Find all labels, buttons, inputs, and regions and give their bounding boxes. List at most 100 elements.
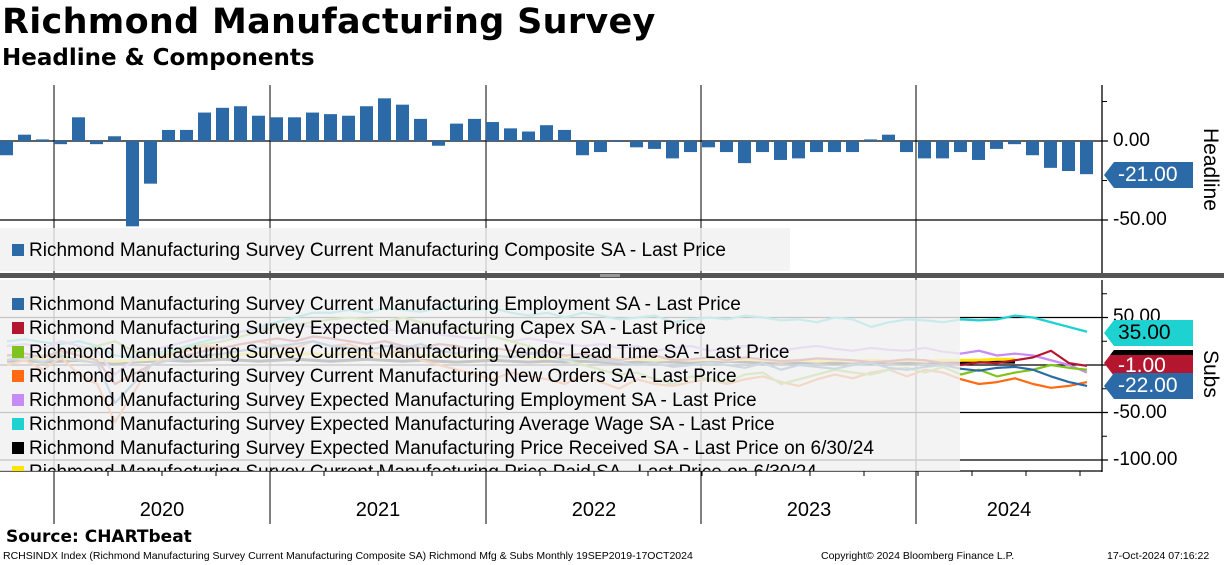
headline-bar xyxy=(990,141,1003,149)
x-tick-label: 2020 xyxy=(139,499,185,521)
headline-bar xyxy=(504,128,517,141)
subs-legend: Richmond Manufacturing Survey Current Ma… xyxy=(0,280,960,471)
headline-bar xyxy=(126,141,139,227)
footer-copyright: Copyright© 2024 Bloomberg Finance L.P. xyxy=(821,550,1015,562)
legend-item[interactable]: Richmond Manufacturing Survey Current Ma… xyxy=(12,294,741,316)
x-tick-label: 2021 xyxy=(355,499,401,521)
headline-bar xyxy=(540,125,553,141)
x-tick-label: 2023 xyxy=(786,499,832,521)
headline-bar xyxy=(144,141,157,184)
legend-swatch xyxy=(12,418,24,430)
headline-bar xyxy=(864,139,877,141)
legend-swatch xyxy=(12,442,24,454)
headline-bar xyxy=(378,98,391,141)
headline-bar xyxy=(774,141,787,160)
legend-item[interactable]: Richmond Manufacturing Survey Current Ma… xyxy=(12,240,726,262)
headline-bar xyxy=(1080,141,1093,175)
headline-bar xyxy=(810,141,823,153)
headline-bar xyxy=(738,141,751,164)
headline-bar xyxy=(306,112,319,141)
headline-bar xyxy=(522,131,535,141)
capex-last-value-tag: -1.00 xyxy=(1104,350,1193,376)
headline-bar xyxy=(288,117,301,141)
legend-swatch xyxy=(12,244,24,256)
headline-bar xyxy=(162,129,175,141)
headline-bar xyxy=(54,141,67,145)
footer-description: RCHSINDX Index (Richmond Manufacturing S… xyxy=(3,550,693,562)
legend-label: Richmond Manufacturing Survey Current Ma… xyxy=(29,240,726,261)
legend-swatch xyxy=(12,346,24,358)
headline-bar xyxy=(396,104,409,141)
headline-bar xyxy=(324,114,337,141)
chart-title: Richmond Manufacturing Survey xyxy=(2,2,656,42)
headline-bar xyxy=(954,141,967,153)
legend-item[interactable]: Richmond Manufacturing Survey Expected M… xyxy=(12,318,706,340)
panel-divider-handle[interactable] xyxy=(600,274,620,277)
headline-bar xyxy=(486,122,499,141)
footer-timestamp: 17-Oct-2024 07:16:22 xyxy=(1107,550,1210,562)
legend-item[interactable]: Richmond Manufacturing Survey Current Ma… xyxy=(12,462,817,471)
y-tick-label: -100.00 xyxy=(1113,449,1178,470)
legend-item[interactable]: Richmond Manufacturing Survey Expected M… xyxy=(12,414,775,436)
headline-bar xyxy=(882,134,895,141)
legend-label: Richmond Manufacturing Survey Current Ma… xyxy=(29,342,790,363)
headline-last-value-tag: -21.00 xyxy=(1104,162,1193,188)
legend-label: Richmond Manufacturing Survey Expected M… xyxy=(29,438,874,459)
legend-item[interactable]: Richmond Manufacturing Survey Current Ma… xyxy=(12,366,737,388)
headline-bar xyxy=(18,134,31,141)
wage-last-value-tag: 35.00 xyxy=(1104,320,1193,346)
headline-bar xyxy=(36,139,49,141)
legend-item[interactable]: Richmond Manufacturing Survey Expected M… xyxy=(12,390,757,412)
headline-bar xyxy=(648,141,661,149)
headline-bar xyxy=(180,129,193,141)
headline-bar xyxy=(558,129,571,141)
employment-last-value-tag: -22.00 xyxy=(1104,373,1193,399)
x-tick-label: 2024 xyxy=(986,499,1032,521)
headline-bar xyxy=(468,118,481,141)
headline-bar xyxy=(972,141,985,160)
headline-bar xyxy=(846,141,859,153)
headline-bar xyxy=(252,115,265,141)
headline-bar xyxy=(792,141,805,159)
headline-axis-label: Headline xyxy=(1199,128,1222,211)
headline-bar xyxy=(72,117,85,141)
legend-swatch xyxy=(12,466,24,471)
legend-swatch xyxy=(12,370,24,382)
legend-swatch xyxy=(12,298,24,310)
headline-bar xyxy=(360,106,373,141)
headline-bar xyxy=(702,141,715,148)
headline-bar xyxy=(1044,141,1057,168)
headline-bar xyxy=(900,141,913,153)
headline-bar xyxy=(90,141,103,145)
headline-bar xyxy=(270,117,283,141)
source-label: Source: CHARTbeat xyxy=(6,527,192,547)
headline-bar xyxy=(594,141,607,153)
y-tick-label: -50.00 xyxy=(1113,402,1167,423)
headline-bars xyxy=(0,98,1093,227)
legend-label: Richmond Manufacturing Survey Current Ma… xyxy=(29,366,737,387)
headline-bar xyxy=(216,107,229,141)
headline-bar xyxy=(432,141,445,146)
legend-swatch xyxy=(12,394,24,406)
headline-bar xyxy=(630,141,643,148)
legend-label: Richmond Manufacturing Survey Expected M… xyxy=(29,318,706,339)
legend-swatch xyxy=(12,322,24,334)
headline-bar xyxy=(198,112,211,141)
y-tick-label: -50.00 xyxy=(1113,209,1167,230)
headline-bar xyxy=(666,141,679,159)
headline-bar xyxy=(1062,141,1075,172)
headline-bar xyxy=(414,118,427,141)
legend-label: Richmond Manufacturing Survey Expected M… xyxy=(29,414,775,435)
headline-bar xyxy=(756,141,769,153)
headline-bar xyxy=(234,106,247,141)
headline-bar xyxy=(576,141,589,156)
headline-bar xyxy=(1008,141,1021,145)
legend-label: Richmond Manufacturing Survey Current Ma… xyxy=(29,294,741,315)
headline-bar xyxy=(720,141,733,153)
legend-item[interactable]: Richmond Manufacturing Survey Expected M… xyxy=(12,438,874,460)
headline-legend: Richmond Manufacturing Survey Current Ma… xyxy=(0,228,790,271)
legend-item[interactable]: Richmond Manufacturing Survey Current Ma… xyxy=(12,342,789,364)
headline-bar xyxy=(936,141,949,159)
chart-subtitle: Headline & Components xyxy=(2,45,315,71)
headline-bar xyxy=(450,123,463,141)
